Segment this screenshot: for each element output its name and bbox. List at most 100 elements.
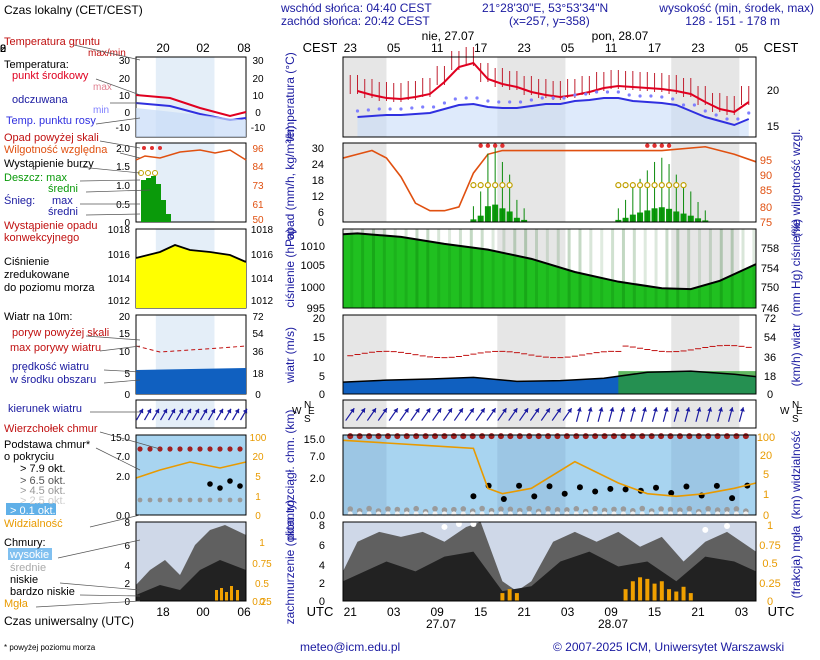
- legend-arrow-head: [210, 408, 216, 414]
- legend-fog-tick-0: 1: [259, 538, 265, 549]
- cloud-top-dot: [535, 433, 542, 440]
- legend-text-32: > 6.5 okt.: [20, 475, 66, 487]
- legend-wind-tick-0: 20: [119, 312, 131, 323]
- cloud-base-dot: [385, 506, 391, 512]
- compass-s-r: S: [792, 414, 799, 425]
- legend-text-18: konwekcyjnego: [4, 232, 79, 244]
- legend-cloud-top: [217, 446, 223, 452]
- legend-text-21: do poziomu morza: [4, 282, 95, 294]
- cloud-base-dot-low: [460, 511, 466, 517]
- wind-tick-0: 20: [313, 313, 325, 325]
- felt-dot: [725, 117, 729, 121]
- wind-arrow-head: [393, 408, 398, 413]
- legend-text-39: niskie: [10, 574, 38, 586]
- storm-marker: [673, 182, 680, 189]
- felt-dot: [671, 97, 675, 101]
- cloud-base-black: [592, 488, 599, 495]
- wind-arrow: [608, 407, 615, 422]
- legend-fog-tick-3: 0.25: [252, 597, 272, 608]
- cloud-base-dot-low: [385, 511, 391, 517]
- cloud-top-dot: [582, 433, 589, 440]
- legend-cloud-base: [167, 497, 173, 503]
- storm-marker: [506, 182, 513, 189]
- legend-cloud-tick-2: 2.0: [116, 472, 130, 483]
- wind-arrow: [442, 407, 453, 421]
- felt-dot: [594, 90, 599, 94]
- panel-wind-frame: [342, 314, 757, 395]
- conv-marker: [652, 143, 657, 148]
- ylabel-precip: opad (mm/h, kg/m²/h): [283, 126, 297, 241]
- top-hour-1: 05: [387, 41, 401, 55]
- precip-tick-5: 0: [318, 217, 324, 229]
- cloud-base-dot-low: [705, 511, 711, 517]
- legend-humid-tick-0: 96: [252, 144, 264, 155]
- conv-marker: [645, 143, 650, 148]
- cloud-base-dot: [432, 505, 438, 512]
- legend-text-24: max porywy wiatru: [10, 342, 101, 354]
- felt-dot: [442, 101, 447, 105]
- legend-cloud-base: [237, 497, 243, 503]
- cloud-base-black: [561, 490, 568, 497]
- pressure-strip: [730, 229, 734, 308]
- top-hour-4: 23: [517, 41, 531, 55]
- wind-arrow: [399, 407, 410, 421]
- legend-text-33: > 4.5 okt.: [20, 485, 66, 497]
- felt-dot: [529, 98, 533, 102]
- cloud-base-dot-low: [489, 511, 495, 517]
- cloud-top-dot: [394, 433, 401, 440]
- cest-right: CEST: [764, 40, 799, 55]
- legend-text-14: Śnieg:: [4, 194, 35, 207]
- legend-text-37: wysokie: [9, 549, 49, 561]
- storm-marker: [680, 182, 687, 189]
- legend-temp-tick-r-0: 30: [252, 56, 264, 67]
- compass-w: W: [292, 406, 302, 417]
- wind-arrow: [497, 407, 507, 421]
- ylabel-wind-r: (km/h) wiatr: [789, 324, 803, 387]
- legend-temp-tick-r-2: 10: [252, 91, 264, 102]
- cloud-base-dot-low: [677, 511, 683, 517]
- cloud-base-black: [516, 482, 523, 489]
- visibility-line: [342, 439, 757, 498]
- legend-text-42: Czas uniwersalny (UTC): [4, 614, 134, 628]
- humid-tick-3: 80: [760, 202, 772, 214]
- wind-arrow-head: [523, 408, 529, 413]
- cover-tick-0: 8: [319, 520, 325, 532]
- email-link[interactable]: meteo@icm.edu.pl: [300, 640, 401, 654]
- felt-dot: [486, 99, 490, 103]
- wind-arrow: [529, 407, 540, 421]
- storm-marker: [499, 182, 506, 189]
- top-hour-6: 11: [605, 41, 618, 55]
- legend-vis-tick-4: 0: [255, 511, 261, 522]
- felt-dot: [649, 94, 653, 98]
- legend-storm: [145, 170, 151, 176]
- legend-arrow-head: [194, 408, 200, 414]
- leg-top-0: 20: [0, 43, 6, 55]
- footnote: * powyżej poziomu morza: [4, 643, 96, 652]
- wind-arrow: [464, 407, 475, 421]
- cloud-base-dot: [526, 505, 533, 512]
- cloud-top-dot: [366, 433, 373, 440]
- cloud-base-dot: [705, 505, 711, 512]
- legend-vis-tick-0: 100: [250, 433, 267, 444]
- leg-top-2: 08: [0, 43, 6, 55]
- legend-okt-last: > 0.1 okt.: [10, 505, 56, 517]
- legend-wind-arrow: [231, 408, 240, 421]
- felt-dot: [660, 95, 664, 99]
- legend-wind-tick-r-0: 72: [252, 312, 264, 323]
- cloud-base-black: [500, 495, 507, 502]
- cloud-base-dot: [498, 506, 504, 512]
- wind-arrow-head: [718, 407, 723, 412]
- legend-top-hour-1: 02: [196, 41, 210, 55]
- press-tick-1: 1005: [301, 260, 325, 272]
- cloud-base-dot-low: [733, 511, 739, 517]
- pressure-strip: [556, 229, 560, 308]
- wind-arrow-head: [696, 407, 702, 412]
- cloud-base-dot: [639, 505, 646, 512]
- legend-wind-arrow: [199, 408, 208, 421]
- pressure-strip: [611, 229, 615, 308]
- cloud-base-black: [531, 493, 538, 500]
- legend-cloud-top: [227, 446, 233, 452]
- utc-right: UTC: [768, 604, 795, 619]
- cloud-base-dot: [677, 507, 683, 514]
- precip-tick-2: 18: [312, 175, 324, 187]
